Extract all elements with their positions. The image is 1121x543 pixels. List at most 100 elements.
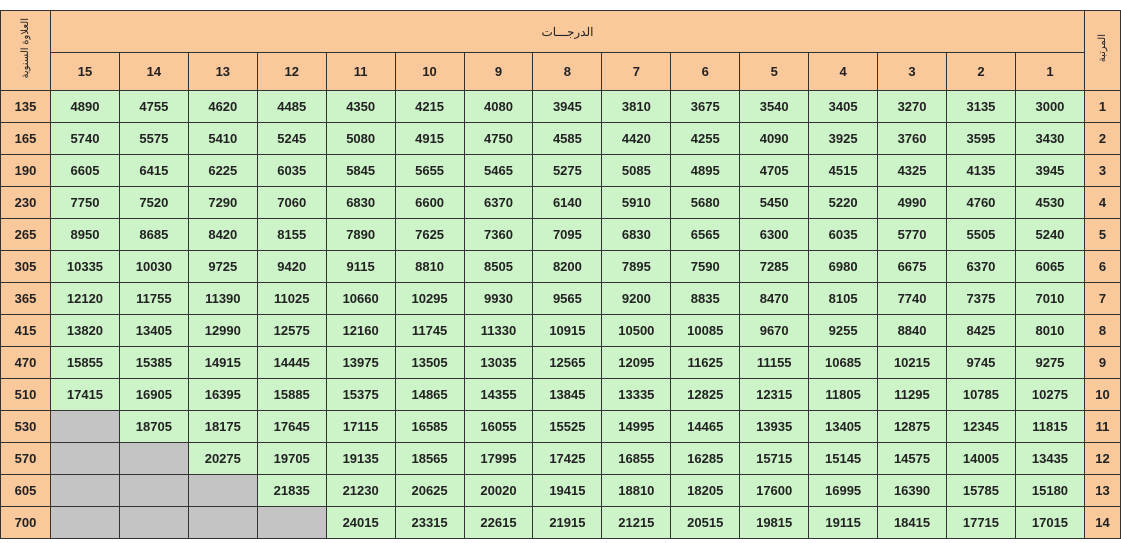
table-row: 530 18705 18175 17645 17115 16585 16055 15525 14… — [0, 410, 1121, 443]
salary-cell: 10785 — [945, 378, 1016, 411]
table-row: 365 12120 11755 11390 11025 10660 10295 9930 956… — [0, 282, 1121, 315]
salary-cell: 3540 — [739, 90, 810, 123]
empty-cell — [50, 442, 120, 475]
rank-cell: 7 — [1084, 282, 1121, 315]
increment-cell: 415 — [0, 314, 51, 347]
salary-cell: 10500 — [601, 314, 672, 347]
salary-cell: 17600 — [739, 474, 810, 507]
salary-cell: 12575 — [256, 314, 327, 347]
empty-cell — [50, 506, 120, 539]
salary-cell: 3675 — [670, 90, 741, 123]
table-row: 415 13820 13405 12990 12575 12160 11745 11330 10… — [0, 314, 1121, 347]
empty-cell — [118, 442, 189, 475]
salary-cell: 11025 — [256, 282, 327, 315]
salary-cell: 20625 — [394, 474, 465, 507]
salary-cell: 4755 — [118, 90, 189, 123]
salary-cell: 10275 — [1014, 378, 1086, 411]
salary-cell: 13405 — [808, 410, 879, 443]
salary-cell: 15145 — [808, 442, 879, 475]
salary-cell: 15385 — [118, 346, 189, 379]
increment-cell: 135 — [0, 90, 51, 123]
salary-cell: 10030 — [118, 250, 189, 283]
salary-cell: 12825 — [670, 378, 741, 411]
salary-cell: 9745 — [945, 346, 1016, 379]
rank-cell: 3 — [1084, 154, 1121, 187]
rank-cell: 9 — [1084, 346, 1121, 379]
salary-cell: 10215 — [877, 346, 947, 379]
salary-cell: 13845 — [532, 378, 603, 411]
salary-cell: 3945 — [1014, 154, 1086, 187]
salary-cell: 4090 — [739, 122, 810, 155]
salary-cell: 15785 — [945, 474, 1016, 507]
salary-cell: 8950 — [50, 218, 120, 251]
salary-cell: 6675 — [877, 250, 947, 283]
salary-cell: 12875 — [877, 410, 947, 443]
salary-cell: 12565 — [532, 346, 603, 379]
header-row-group: العلاوة السنوية الدرجـــات المرتبة — [0, 10, 1121, 91]
salary-cell: 5770 — [877, 218, 947, 251]
salary-cell: 11155 — [739, 346, 810, 379]
increment-cell: 190 — [0, 154, 51, 187]
increment-cell: 230 — [0, 186, 51, 219]
salary-cell: 3270 — [877, 90, 947, 123]
salary-cell: 11755 — [118, 282, 189, 315]
salary-cell: 7290 — [187, 186, 258, 219]
salary-cell: 13335 — [601, 378, 672, 411]
salary-cell: 12315 — [739, 378, 810, 411]
salary-cell: 7285 — [739, 250, 810, 283]
salary-cell: 5655 — [394, 154, 465, 187]
salary-cell: 6035 — [256, 154, 327, 187]
salary-cell: 7590 — [670, 250, 741, 283]
grade-header: 7 — [601, 52, 672, 91]
salary-cell: 18565 — [394, 442, 465, 475]
salary-cell: 7060 — [256, 186, 327, 219]
empty-cell — [187, 506, 258, 539]
salary-cell: 4750 — [463, 122, 534, 155]
grade-header: 3 — [877, 52, 947, 91]
salary-cell: 14445 — [256, 346, 327, 379]
salary-cell: 8200 — [532, 250, 603, 283]
salary-cell: 21215 — [601, 506, 672, 539]
salary-cell: 11390 — [187, 282, 258, 315]
increment-cell: 305 — [0, 250, 51, 283]
salary-cell: 9200 — [601, 282, 672, 315]
grade-numbers-row: 15 14 13 12 11 10 9 8 7 6 5 4 3 2 1 — [1, 52, 1121, 91]
salary-cell: 13820 — [50, 314, 120, 347]
salary-cell: 15885 — [256, 378, 327, 411]
salary-cell: 20515 — [670, 506, 741, 539]
salary-cell: 4135 — [945, 154, 1016, 187]
salary-cell: 4515 — [808, 154, 879, 187]
salary-cell: 16855 — [601, 442, 672, 475]
salary-cell: 3760 — [877, 122, 947, 155]
increment-cell: 365 — [0, 282, 51, 315]
grade-header: 4 — [808, 52, 879, 91]
rank-cell: 11 — [1084, 410, 1121, 443]
salary-cell: 12990 — [187, 314, 258, 347]
grade-header: 13 — [187, 52, 258, 91]
salary-cell: 8505 — [463, 250, 534, 283]
empty-cell — [50, 410, 120, 443]
salary-cell: 10335 — [50, 250, 120, 283]
rank-cell: 1 — [1084, 90, 1121, 123]
salary-cell: 4215 — [394, 90, 465, 123]
rank-header: المرتبة — [1084, 10, 1121, 91]
salary-cell: 16395 — [187, 378, 258, 411]
salary-cell: 13405 — [118, 314, 189, 347]
salary-cell: 6980 — [808, 250, 879, 283]
salary-cell: 4080 — [463, 90, 534, 123]
salary-cell: 5450 — [739, 186, 810, 219]
rank-cell: 6 — [1084, 250, 1121, 283]
grade-header: 6 — [670, 52, 741, 91]
title-strip — [0, 0, 1121, 10]
rank-header-label: المرتبة — [1097, 33, 1108, 63]
rank-cell: 4 — [1084, 186, 1121, 219]
salary-cell: 18415 — [877, 506, 947, 539]
salary-cell: 5410 — [187, 122, 258, 155]
salary-cell: 3430 — [1014, 122, 1086, 155]
grade-header: 10 — [394, 52, 465, 91]
salary-cell: 5680 — [670, 186, 741, 219]
salary-cell: 5465 — [463, 154, 534, 187]
salary-cell: 8155 — [256, 218, 327, 251]
grade-header: 11 — [325, 52, 396, 91]
salary-cell: 4255 — [670, 122, 741, 155]
